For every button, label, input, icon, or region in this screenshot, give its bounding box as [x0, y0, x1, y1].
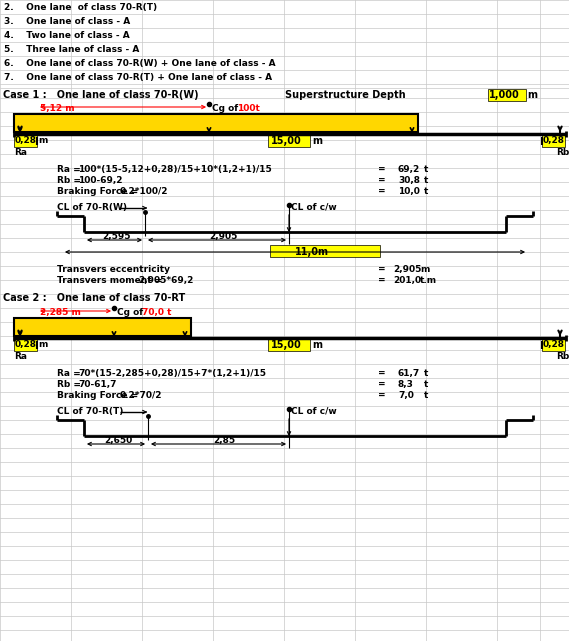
Text: Rb: Rb: [556, 352, 569, 361]
Text: CL of c/w: CL of c/w: [291, 407, 337, 416]
Text: CL of 70-R(W): CL of 70-R(W): [57, 203, 127, 212]
Text: 4.    Two lane of class - A: 4. Two lane of class - A: [4, 31, 130, 40]
Text: t: t: [424, 380, 428, 389]
Bar: [488, 89, 526, 101]
Text: 100*(15-5,12+0,28)/15+10*(1,2+1)/15: 100*(15-5,12+0,28)/15+10*(1,2+1)/15: [78, 165, 272, 174]
Text: Ra: Ra: [14, 148, 27, 157]
Text: 2.    One lane  of class 70-R(T): 2. One lane of class 70-R(T): [4, 3, 157, 12]
Text: 2,285 m: 2,285 m: [40, 308, 81, 317]
Text: 70,0 t: 70,0 t: [142, 308, 171, 317]
Text: 201,0: 201,0: [393, 276, 421, 285]
Text: t: t: [424, 369, 428, 378]
Text: Cg of: Cg of: [212, 104, 238, 113]
Text: Ra: Ra: [14, 352, 27, 361]
Text: m: m: [38, 340, 47, 349]
Text: =: =: [378, 391, 386, 400]
Text: Braking Force =: Braking Force =: [57, 391, 138, 400]
Text: 70*(15-2,285+0,28)/15+7*(1,2+1)/15: 70*(15-2,285+0,28)/15+7*(1,2+1)/15: [78, 369, 266, 378]
Text: 0,28: 0,28: [543, 340, 565, 349]
Text: 3.    One lane of class - A: 3. One lane of class - A: [4, 17, 130, 26]
Text: t: t: [424, 187, 428, 196]
Bar: [14, 114, 418, 132]
Text: =: =: [378, 165, 386, 174]
Text: Rb =: Rb =: [57, 380, 81, 389]
Text: 8,3: 8,3: [398, 380, 414, 389]
Text: 100-69,2: 100-69,2: [78, 176, 122, 185]
Text: =: =: [378, 369, 386, 378]
Text: 61,7: 61,7: [398, 369, 420, 378]
Text: Case 2 :   One lane of class 70-RT: Case 2 : One lane of class 70-RT: [3, 293, 185, 303]
Text: 100t: 100t: [237, 104, 260, 113]
Text: =: =: [378, 380, 386, 389]
Text: 2,650: 2,650: [104, 436, 132, 445]
Text: 7.    One lane of class 70-R(T) + One lane of class - A: 7. One lane of class 70-R(T) + One lane …: [4, 73, 272, 82]
Bar: [14, 318, 191, 336]
Text: 5,12 m: 5,12 m: [40, 104, 75, 113]
Bar: [542, 339, 565, 351]
Text: 0.2*70/2: 0.2*70/2: [120, 391, 163, 400]
Text: 15,00: 15,00: [271, 136, 302, 146]
Text: 10,0: 10,0: [398, 187, 420, 196]
Bar: [14, 135, 37, 147]
Text: 5.    Three lane of class - A: 5. Three lane of class - A: [4, 45, 139, 54]
Text: t: t: [424, 165, 428, 174]
Text: 7,0: 7,0: [398, 391, 414, 400]
Text: Transvers moment =: Transvers moment =: [57, 276, 162, 285]
Text: m: m: [568, 340, 569, 350]
Text: Rb =: Rb =: [57, 176, 81, 185]
Text: Ra =: Ra =: [57, 165, 81, 174]
Text: m: m: [312, 340, 322, 350]
Text: 6.    One lane of class 70-R(W) + One lane of class - A: 6. One lane of class 70-R(W) + One lane …: [4, 59, 275, 68]
Text: t: t: [424, 391, 428, 400]
Text: m: m: [527, 90, 537, 100]
Text: Case 1 :   One lane of class 70-R(W): Case 1 : One lane of class 70-R(W): [3, 90, 199, 100]
Text: 69,2: 69,2: [398, 165, 420, 174]
Text: 70-61,7: 70-61,7: [78, 380, 117, 389]
Text: Rb: Rb: [556, 148, 569, 157]
Text: Braking Force =: Braking Force =: [57, 187, 138, 196]
Text: =: =: [378, 176, 386, 185]
Bar: [268, 135, 310, 147]
Text: Transvers eccentricity: Transvers eccentricity: [57, 265, 170, 274]
Bar: [542, 135, 565, 147]
Text: m: m: [38, 136, 47, 145]
Text: m: m: [568, 136, 569, 146]
Text: 30,8: 30,8: [398, 176, 420, 185]
Text: Cg of: Cg of: [117, 308, 143, 317]
Text: Superstructure Depth: Superstructure Depth: [285, 90, 406, 100]
Text: t.m: t.m: [420, 276, 437, 285]
Bar: [14, 339, 37, 351]
Text: 0.2*100/2: 0.2*100/2: [120, 187, 168, 196]
Text: t: t: [424, 176, 428, 185]
Text: 1,000: 1,000: [489, 90, 519, 100]
Text: 0,28: 0,28: [15, 136, 37, 145]
Text: m: m: [312, 136, 322, 146]
Bar: [268, 339, 310, 351]
Text: =: =: [378, 187, 386, 196]
Bar: [270, 245, 380, 257]
Text: m: m: [420, 265, 430, 274]
Text: =: =: [378, 265, 386, 274]
Text: CL of c/w: CL of c/w: [291, 203, 337, 212]
Text: 2,595: 2,595: [102, 232, 130, 241]
Text: 15,00: 15,00: [271, 340, 302, 350]
Text: CL of 70-R(T): CL of 70-R(T): [57, 407, 123, 416]
Text: 2,905: 2,905: [393, 265, 422, 274]
Text: Ra =: Ra =: [57, 369, 81, 378]
Text: 2,905: 2,905: [209, 232, 237, 241]
Text: 2,85: 2,85: [213, 436, 235, 445]
Text: =: =: [378, 276, 386, 285]
Text: 0,28: 0,28: [543, 136, 565, 145]
Text: 2,905*69,2: 2,905*69,2: [138, 276, 193, 285]
Text: 0,28: 0,28: [15, 340, 37, 349]
Text: 11,0m: 11,0m: [295, 247, 329, 257]
